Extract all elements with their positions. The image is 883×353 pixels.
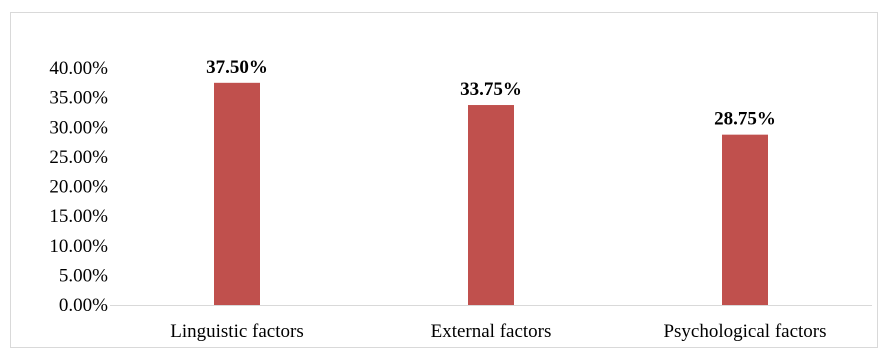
bar-data-label: 33.75% [460, 79, 522, 100]
x-category-label: External factors [431, 321, 552, 342]
y-tick-label: 5.00% [59, 265, 108, 286]
category-labels: Linguistic factors External factors Psycho… [170, 321, 826, 342]
y-tick-label: 30.00% [49, 117, 108, 138]
y-tick-label: 10.00% [49, 236, 108, 257]
bar [722, 134, 768, 305]
bar [214, 82, 260, 305]
y-tick-label: 15.00% [49, 206, 108, 227]
y-axis-ticks: 0.00% 5.00% 10.00% 15.00% 20.00% 25.00% 30.00%… [49, 58, 108, 316]
bar-data-label: 37.50% [206, 57, 268, 78]
x-category-label: Psychological factors [663, 321, 826, 342]
bar-data-label: 28.75% [714, 109, 776, 130]
x-category-label: Linguistic factors [170, 321, 304, 342]
y-tick-label: 35.00% [49, 88, 108, 109]
y-tick-label: 20.00% [49, 177, 108, 198]
bar [468, 105, 514, 305]
bars [214, 82, 768, 305]
y-tick-label: 40.00% [49, 58, 108, 79]
data-labels: 37.50% 33.75% 28.75% [206, 57, 776, 130]
y-tick-label: 25.00% [49, 147, 108, 168]
y-tick-label: 0.00% [59, 295, 108, 316]
